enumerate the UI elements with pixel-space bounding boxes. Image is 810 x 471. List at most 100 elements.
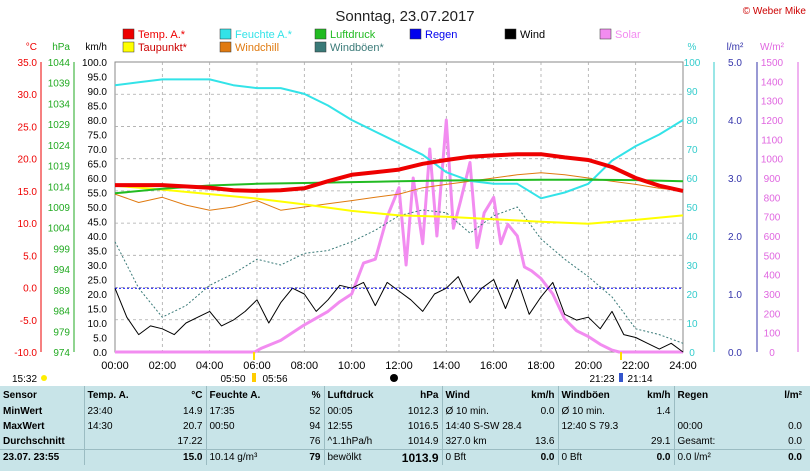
axis-tick-celsius: 25.0 (18, 122, 38, 133)
stats-row-label: MaxWert (3, 421, 45, 432)
stats-cell: ^1.1hPa/h (323, 434, 394, 450)
legend-swatch (599, 28, 612, 40)
stats-cell: 12:55 (323, 419, 394, 434)
axis-tick-kmh: 95.0 (88, 73, 108, 84)
axis-tick-hpa: 1009 (48, 203, 71, 214)
axis-tick-solar: 0 (769, 348, 775, 359)
axis-tick-hpa: 989 (53, 286, 70, 297)
stats-cell: 14.9 (183, 406, 203, 417)
series-line (114, 78, 684, 200)
x-tick-label: 12:00 (385, 360, 413, 372)
legend-swatch (122, 41, 135, 53)
axis-unit-hpa: hPa (52, 42, 70, 53)
axis-tick-percent: 20 (686, 290, 698, 301)
series-line (115, 118, 683, 354)
axis-tick-rain: 5.0 (728, 58, 742, 69)
stats-cell: Ø 10 min. (441, 404, 524, 419)
axis-tick-hpa: 1034 (48, 99, 71, 110)
axis-tick-percent: 50 (686, 203, 698, 214)
axis-tick-kmh: 60.0 (88, 174, 108, 185)
sunrise-tick (253, 352, 255, 360)
stats-cell: 1016.5 (407, 421, 439, 432)
axis-tick-kmh: 30.0 (88, 261, 108, 272)
axis-tick-kmh: 35.0 (88, 247, 108, 258)
axis-tick-percent: 40 (686, 232, 698, 243)
stats-cell: bewölkt (323, 449, 394, 465)
axis-tick-percent: 10 (686, 319, 698, 330)
axis-tick-celsius: 5.0 (23, 251, 37, 262)
stats-cell: 1014.9 (407, 436, 439, 447)
axis-tick-kmh: 40.0 (88, 232, 108, 243)
stats-cell: Gesamt: (673, 434, 764, 450)
chart-grid (114, 61, 684, 353)
legend-label: Regen (425, 29, 457, 41)
sun-markers: 15:32 05:50 05:56 21:23 21:14 (12, 352, 653, 385)
axis-tick-rain: 0.0 (728, 348, 742, 359)
axis-tick-kmh: 25.0 (88, 276, 108, 287)
series-line (114, 178, 684, 195)
x-tick-label: 06:00 (243, 360, 271, 372)
noon-marker (390, 374, 398, 382)
legend-swatch (219, 41, 232, 53)
legend-swatch (122, 28, 135, 40)
axis-tick-hpa: 994 (53, 265, 70, 276)
sunset-tick (620, 352, 622, 360)
stats-cell: 0.0 (764, 449, 805, 465)
stats-header-cell: km/h (531, 389, 555, 401)
copyright-text[interactable]: © Weber Mike (743, 6, 807, 17)
stats-header-row: Sensor Temp. A. °C Feuchte A.% Luftdruck hPa W… (0, 386, 805, 404)
stats-cell: 0.0 (524, 449, 558, 465)
axis-tick-kmh: 70.0 (88, 145, 108, 156)
axis-tick-solar: 400 (764, 271, 781, 282)
legend-swatch (314, 41, 327, 53)
chart-title: Sonntag, 23.07.2017 (335, 8, 474, 25)
legend-label: Wind (520, 29, 545, 41)
stats-header-cell: Windböen (557, 386, 638, 404)
axis-tick-kmh: 55.0 (88, 189, 108, 200)
stats-header-cell: Luftdruck (323, 386, 394, 404)
axis-tick-solar: 800 (764, 193, 781, 204)
sunset-time: 21:23 (589, 374, 614, 385)
x-tick-label: 00:00 (101, 360, 129, 372)
series-line (114, 172, 684, 211)
stats-cell (673, 404, 764, 419)
axis-tick-rain: 3.0 (728, 174, 742, 185)
axis-tick-celsius: 35.0 (18, 58, 38, 69)
sunrise-marker (252, 373, 256, 382)
stats-row-label: 23.07. 23:55 (0, 449, 84, 465)
axis-tick-kmh: 15.0 (88, 305, 108, 316)
axis-tick-solar: 1300 (761, 97, 784, 108)
axis-tick-kmh: 85.0 (88, 102, 108, 113)
chart-plot-area (114, 78, 684, 354)
axis-tick-rain: 1.0 (728, 290, 742, 301)
x-tick-label: 08:00 (291, 360, 319, 372)
axis-tick-celsius: 0.0 (23, 284, 37, 295)
stats-row: 23.07. 23:55 15.0 10.14 g/m³ 79 bewölkt 1013.… (0, 449, 805, 465)
axis-tick-hpa: 1024 (48, 141, 71, 152)
legend-label: Temp. A.* (138, 29, 186, 41)
x-tick-label: 10:00 (338, 360, 366, 372)
axis-unit-rain: l/m² (727, 42, 744, 53)
stats-cell: 17:35 (205, 404, 278, 419)
axis-tick-celsius: -10.0 (14, 348, 37, 359)
legend-label: Luftdruck (330, 29, 376, 41)
axis-tick-percent: 80 (686, 116, 698, 127)
stats-cell (764, 404, 805, 419)
stats-header-cell: l/m² (784, 389, 802, 401)
axis-tick-hpa: 1044 (48, 58, 71, 69)
x-tick-label: 20:00 (575, 360, 603, 372)
stats-header-cell: Wind (441, 386, 524, 404)
stats-row-label: MinWert (3, 406, 43, 417)
axis-tick-solar: 900 (764, 174, 781, 185)
stats-cell: 20.7 (183, 421, 203, 432)
axis-tick-hpa: 1004 (48, 224, 71, 235)
stats-cell: 79 (278, 449, 324, 465)
axis-tick-solar: 500 (764, 251, 781, 262)
stats-cell: 0.0 (788, 436, 802, 447)
x-tick-label: 16:00 (480, 360, 508, 372)
x-tick-label: 18:00 (527, 360, 555, 372)
stats-cell: 1013.9 (394, 449, 442, 465)
stats-header-cell: Temp. A. (83, 386, 148, 404)
stats-cell (638, 419, 674, 434)
stats-cell: 00:00 (673, 419, 764, 434)
